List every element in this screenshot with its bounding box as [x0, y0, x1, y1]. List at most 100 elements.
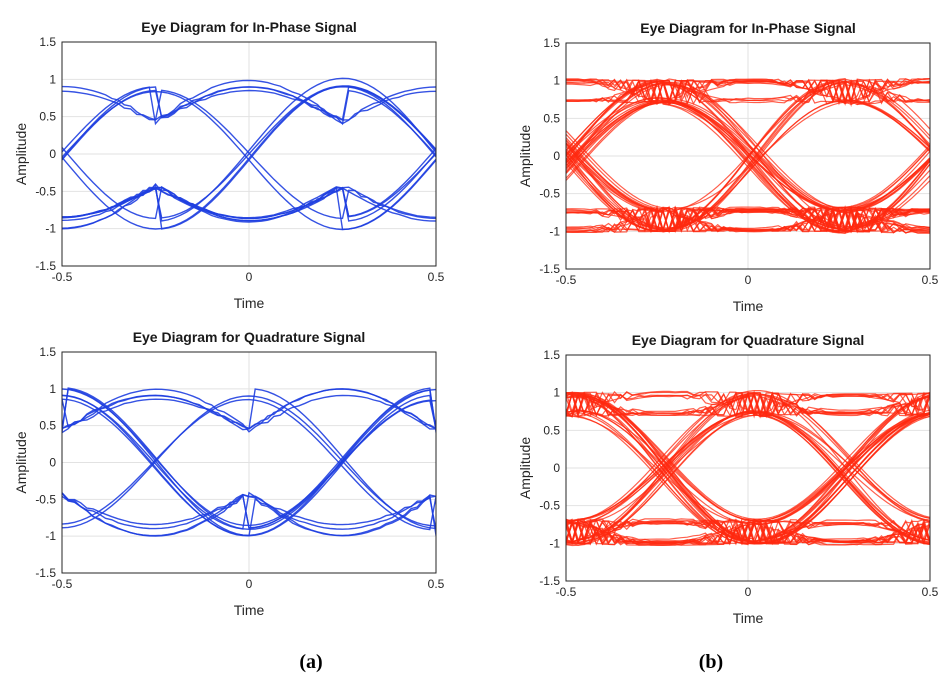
eye-trace	[62, 388, 436, 530]
y-tick-label: 0	[553, 461, 560, 475]
eye-traces	[62, 387, 436, 537]
y-axis-label: Amplitude	[517, 437, 533, 499]
eye-trace	[62, 79, 436, 125]
eye-trace	[566, 78, 930, 106]
eye-trace	[62, 399, 436, 537]
eye-trace	[62, 394, 436, 530]
y-tick-label: -0.5	[539, 499, 560, 513]
caption-a: (a)	[299, 651, 322, 673]
eye-trace	[566, 412, 930, 545]
y-tick-label: -1.5	[539, 262, 560, 276]
x-tick-label: 0.5	[922, 585, 939, 599]
eye-trace	[62, 387, 436, 531]
eye-trace	[566, 78, 930, 231]
eye-trace	[62, 398, 436, 531]
y-tick-label: 1	[553, 74, 560, 88]
x-axis-label: Time	[733, 610, 764, 626]
y-tick-label: -0.5	[35, 492, 56, 506]
eye-trace	[62, 186, 436, 220]
plot-frame	[565, 42, 931, 270]
y-axis-label: Amplitude	[13, 123, 29, 185]
y-tick-label: 1	[49, 382, 56, 396]
eye-traces	[566, 390, 930, 547]
x-tick-label: -0.5	[52, 577, 73, 591]
y-tick-label: -1	[45, 529, 56, 543]
eye-trace	[62, 395, 436, 529]
y-tick-label: 0	[49, 456, 56, 470]
eye-trace	[566, 129, 930, 234]
y-tick-label: -1.5	[35, 566, 56, 580]
y-tick-label: 1	[49, 72, 56, 86]
eye-trace	[566, 99, 930, 212]
eye-trace	[566, 81, 930, 164]
y-tick-label: -0.5	[35, 184, 56, 198]
eye-trace	[566, 79, 930, 232]
eye-trace	[566, 79, 930, 230]
y-tick-label: 0.5	[39, 419, 56, 433]
eye-trace	[62, 158, 436, 231]
eye-trace	[566, 205, 930, 233]
eye-trace	[62, 388, 436, 433]
eye-trace	[566, 101, 930, 230]
eye-traces	[62, 77, 436, 231]
x-tick-label: 0	[246, 577, 253, 591]
y-tick-label: 0	[49, 147, 56, 161]
x-tick-label: 0.5	[428, 270, 445, 284]
y-tick-label: -1.5	[539, 574, 560, 588]
eye-trace	[566, 78, 930, 233]
eye-trace	[566, 79, 930, 156]
y-tick-label: -0.5	[539, 187, 560, 201]
eye-trace	[62, 86, 436, 153]
eye-trace	[566, 79, 930, 137]
y-tick-label: -1	[549, 536, 560, 550]
y-tick-label: 1.5	[39, 35, 56, 49]
y-axis-label: Amplitude	[517, 125, 533, 187]
y-tick-label: -1	[45, 222, 56, 236]
y-tick-label: 1.5	[39, 345, 56, 359]
eye-trace	[62, 186, 436, 222]
eye-trace	[566, 99, 930, 234]
eye-trace	[62, 387, 436, 537]
y-tick-label: 0	[553, 149, 560, 163]
eye-trace	[566, 100, 930, 233]
eye-trace	[566, 394, 930, 542]
caption-b: (b)	[699, 651, 723, 673]
eye-trace	[566, 96, 930, 233]
x-axis-label: Time	[234, 295, 265, 311]
eye-trace	[566, 394, 930, 520]
eye-trace	[62, 89, 436, 161]
eye-trace	[566, 78, 930, 180]
x-axis-label: Time	[234, 602, 265, 618]
y-tick-label: 0.5	[39, 110, 56, 124]
chart-title: Eye Diagram for In-Phase Signal	[640, 20, 856, 36]
eye-trace	[566, 78, 930, 209]
eye-trace	[566, 413, 930, 545]
eye-trace	[62, 86, 436, 230]
eye-trace	[566, 97, 930, 230]
x-tick-label: 0.5	[922, 273, 939, 287]
y-tick-label: 1.5	[543, 36, 560, 50]
x-tick-label: 0	[745, 585, 752, 599]
x-tick-label: -0.5	[52, 270, 73, 284]
x-tick-label: 0	[246, 270, 253, 284]
eye-trace	[566, 391, 930, 418]
x-tick-label: 0	[745, 273, 752, 287]
eye-trace	[566, 81, 930, 157]
y-axis-label: Amplitude	[13, 431, 29, 493]
eye-trace	[566, 79, 930, 234]
eye-trace	[62, 85, 436, 220]
eye-trace	[566, 78, 930, 105]
eye-trace	[566, 101, 930, 231]
plot-frame	[565, 354, 931, 582]
eye-trace	[62, 90, 436, 231]
eye-trace	[566, 102, 930, 233]
eye-trace	[566, 78, 930, 229]
y-tick-label: -1.5	[35, 259, 56, 273]
y-tick-label: -1	[549, 224, 560, 238]
eye-trace	[566, 206, 930, 232]
eye-trace	[566, 393, 930, 519]
